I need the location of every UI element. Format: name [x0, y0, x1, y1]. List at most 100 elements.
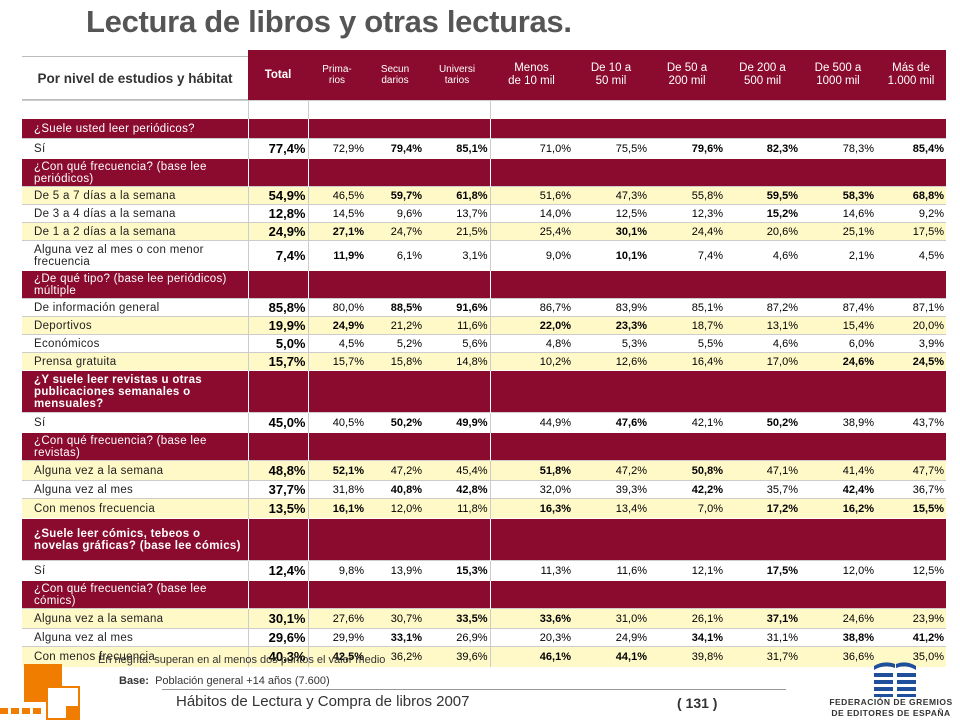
total-value: 24,9%: [247, 222, 308, 241]
row-label: Deportivos: [22, 316, 248, 335]
table-row: De información general 85,8% 80,0% 88,5% 91,…: [22, 298, 946, 317]
cell-value: 87,4%: [800, 298, 876, 317]
federation-line1: FEDERACIÓN DE GREMIOS: [829, 697, 953, 707]
cell-value: 36,2%: [366, 646, 424, 667]
row-label: Alguna vez a la semana: [22, 460, 248, 481]
cell-value: 38,9%: [800, 412, 876, 433]
question-row: ¿Y suele leer revistas u otras publicaci…: [22, 370, 946, 413]
cell-value: 16,3%: [489, 498, 573, 519]
table-row: Sí 77,4% 72,9% 79,4% 85,1% 71,0% 75,5% 79,6% 82,…: [22, 138, 946, 159]
table-row: Sí 45,0% 40,5% 50,2% 49,9% 44,9% 47,6% 42,1% 50,…: [22, 412, 946, 433]
total-value: 77,4%: [247, 138, 308, 159]
cell-value: 12,6%: [573, 352, 649, 371]
cell-value: 42,2%: [649, 480, 725, 499]
cell-value: 2,1%: [800, 240, 876, 271]
cell-value: 52,1%: [307, 460, 366, 481]
cell-value: 31,7%: [725, 646, 800, 667]
cell-value: 4,5%: [876, 240, 946, 271]
cell-value: 27,1%: [307, 222, 366, 241]
table-row: De 1 a 2 días a la semana 24,9% 27,1% 24,7%…: [22, 222, 946, 241]
footer-title: Hábitos de Lectura y Compra de libros 20…: [176, 693, 470, 710]
cell-value: 24,5%: [876, 352, 946, 371]
cell-value: 50,2%: [366, 412, 424, 433]
cell-value: 49,9%: [424, 412, 490, 433]
total-value: 13,5%: [247, 498, 308, 519]
cell-value: 5,5%: [649, 334, 725, 353]
total-value: 12,8%: [247, 204, 308, 223]
row-label: ¿Con qué frecuencia? (base lee periódico…: [22, 158, 248, 187]
cell-value: 20,6%: [725, 222, 800, 241]
cell-value: 50,8%: [649, 460, 725, 481]
cell-value: 11,6%: [573, 560, 649, 581]
total-value: 54,9%: [247, 186, 308, 205]
cell-value: 23,9%: [876, 608, 946, 629]
column-header-7: De 200 a 500 mil: [739, 62, 786, 87]
cell-value: 32,0%: [489, 480, 573, 499]
cell-value: 13,7%: [424, 204, 490, 223]
cell-value: 29,9%: [307, 628, 366, 647]
cell-value: 24,6%: [800, 352, 876, 371]
cell-value: 50,2%: [725, 412, 800, 433]
column-header-9: Más de 1.000 mil: [887, 62, 935, 87]
cell-value: 7,0%: [649, 498, 725, 519]
cell-value: 17,5%: [725, 560, 800, 581]
cell-value: 4,5%: [307, 334, 366, 353]
table-row: De 3 a 4 días a la semana 12,8% 14,5% 9,6% 1…: [22, 204, 946, 223]
question-row: ¿Con qué frecuencia? (base lee periódico…: [22, 158, 946, 187]
column-header-0: Total: [264, 68, 292, 81]
cell-value: 20,0%: [876, 316, 946, 335]
cell-value: 42,5%: [307, 646, 366, 667]
table-row: Alguna vez a la semana 48,8% 52,1% 47,2% 45,…: [22, 460, 946, 481]
cell-value: 5,3%: [573, 334, 649, 353]
cell-value: 14,6%: [800, 204, 876, 223]
column-header-3: Universi tarios: [438, 64, 476, 86]
cell-value: 9,0%: [489, 240, 573, 271]
cell-value: 15,4%: [800, 316, 876, 335]
total-value: 15,7%: [247, 352, 308, 371]
cell-value: 88,5%: [366, 298, 424, 317]
column-header-6: De 50 a 200 mil: [666, 62, 708, 87]
row-label: De 3 a 4 días a la semana: [22, 204, 248, 223]
row-label: ¿Con qué frecuencia? (base lee cómics): [22, 580, 248, 609]
cell-value: 59,5%: [725, 186, 800, 205]
column-header-8: De 500 a 1000 mil: [814, 62, 862, 87]
cell-value: 36,6%: [800, 646, 876, 667]
total-value: 85,8%: [247, 298, 308, 317]
cell-value: 15,7%: [307, 352, 366, 371]
cell-value: 20,3%: [489, 628, 573, 647]
cell-value: 51,6%: [489, 186, 573, 205]
row-label: Con menos frecuencia: [22, 498, 248, 519]
cell-value: 17,5%: [876, 222, 946, 241]
cell-value: 26,1%: [649, 608, 725, 629]
cell-value: 51,8%: [489, 460, 573, 481]
question-row: ¿Suele leer cómics, tebeos o novelas grá…: [22, 518, 946, 561]
cell-value: 11,6%: [424, 316, 490, 335]
cell-value: 31,8%: [307, 480, 366, 499]
table-row: Con menos frecuencia 40,3% 42,5% 36,2% 39,6%…: [22, 646, 946, 667]
row-label: Alguna vez al mes o con menor frecuencia: [22, 240, 248, 271]
cell-value: 9,8%: [307, 560, 366, 581]
total-value: 45,0%: [247, 412, 308, 433]
data-table: ¿Suele usted leer periódicos? Sí 77,4% 72,9…: [22, 100, 946, 667]
table-row: De 5 a 7 días a la semana 54,9% 46,5% 59,7%…: [22, 186, 946, 205]
cell-value: 9,6%: [366, 204, 424, 223]
cell-value: 34,1%: [649, 628, 725, 647]
cell-value: 25,4%: [489, 222, 573, 241]
cell-value: 30,7%: [366, 608, 424, 629]
cell-value: 78,3%: [800, 138, 876, 159]
cell-value: 47,6%: [573, 412, 649, 433]
page-title: Lectura de libros y otras lecturas.: [86, 4, 572, 39]
cell-value: 12,0%: [366, 498, 424, 519]
column-header-1: Prima- rios: [322, 64, 352, 86]
base-note: Base: Población general +14 años (7.600): [119, 675, 330, 687]
total-value: 19,9%: [247, 316, 308, 335]
cell-value: 71,0%: [489, 138, 573, 159]
cell-value: 86,7%: [489, 298, 573, 317]
base-label: Base:: [119, 675, 149, 687]
total-value: 29,6%: [247, 628, 308, 647]
cell-value: 43,7%: [876, 412, 946, 433]
question-row: ¿Con qué frecuencia? (base lee revistas): [22, 432, 946, 461]
cell-value: 33,6%: [489, 608, 573, 629]
cell-value: 26,9%: [424, 628, 490, 647]
cell-value: 5,6%: [424, 334, 490, 353]
